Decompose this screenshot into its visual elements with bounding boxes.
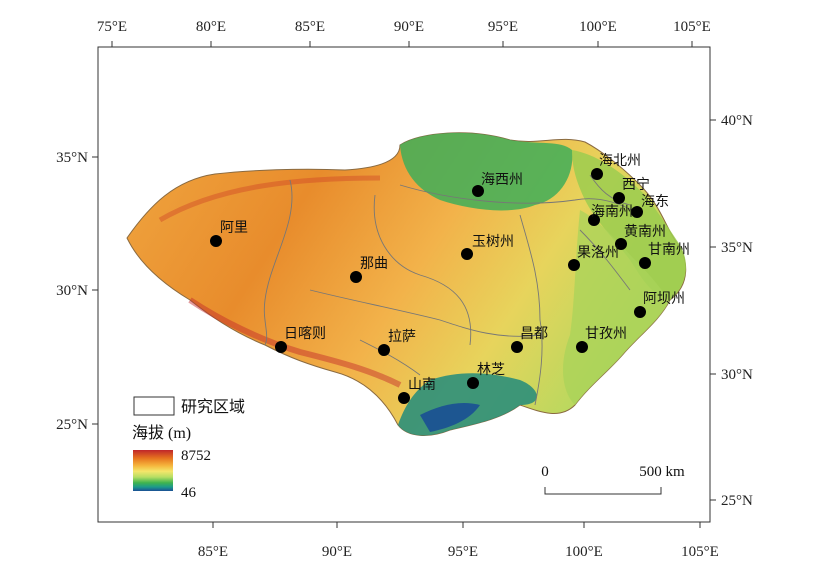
right-lat-label: 25°N [721,493,753,509]
bottom-lon-label: 100°E [565,544,603,560]
southeast-deep-valley [420,403,480,432]
city-label: 阿坝州 [643,291,685,307]
legend: 研究区域 海拔 (m) 8752 46 [132,396,245,501]
top-lon-label: 80°E [196,19,226,35]
legend-max-value: 8752 [181,448,211,464]
city-marker [472,185,484,197]
city-marker [576,341,588,353]
right-lat-label: 40°N [721,113,753,129]
scale-bar-start: 0 [541,464,549,480]
city-marker [588,214,600,226]
city-marker [591,168,603,180]
qaidam-basin [400,132,573,211]
region-boundaries [263,174,641,406]
right-lat-label: 35°N [721,240,753,256]
city-label: 拉萨 [388,329,416,345]
legend-min-value: 46 [181,485,197,501]
city-label: 海南州 [591,204,633,220]
city-marker [467,377,479,389]
legend-elevation-bar [133,450,173,491]
top-lon-label: 85°E [295,19,325,35]
eastern-lowland [563,210,670,405]
city-marker [613,192,625,204]
frame-ticks [92,41,716,528]
bottom-lon-label: 95°E [448,544,478,560]
top-lon-label: 95°E [488,19,518,35]
city-label: 阿里 [220,220,248,236]
city-label: 甘孜州 [585,326,627,342]
city-marker [210,235,222,247]
city-marker [398,392,410,404]
city-marker [634,306,646,318]
scale-bar: 0 500 km [541,464,685,495]
city-marker [275,341,287,353]
city-label: 林芝 [477,362,505,378]
left-lat-label: 30°N [56,283,88,299]
scale-bar-end: 500 km [639,464,685,480]
city-markers [210,168,651,404]
city-label: 西宁 [622,176,650,193]
top-lon-label: 75°E [97,19,127,35]
city-marker [639,257,651,269]
bottom-lon-label: 105°E [681,544,719,560]
city-marker [568,259,580,271]
legend-elevation-title: 海拔 (m) [132,424,191,442]
city-marker [615,238,627,250]
bottom-lon-label: 85°E [198,544,228,560]
city-label: 山南 [408,377,436,393]
city-marker [350,271,362,283]
city-label: 日喀则 [284,326,326,342]
city-label: 海西州 [481,172,523,188]
right-lat-label: 30°N [721,367,753,383]
eastern-valleys [572,150,686,300]
himalaya-ridge [188,297,402,388]
city-marker [378,344,390,356]
legend-region-label: 研究区域 [181,398,245,416]
top-lon-label: 105°E [673,19,711,35]
plateau-region [126,132,687,436]
city-label: 昌都 [520,326,548,342]
kunlun-ridge [158,175,381,223]
top-lon-label: 100°E [579,19,617,35]
left-lat-label: 25°N [56,417,88,433]
city-label: 甘南州 [648,242,690,258]
left-lat-label: 35°N [56,150,88,166]
city-marker [461,248,473,260]
city-label: 那曲 [360,256,388,272]
city-label: 海东 [641,194,669,210]
city-label: 海北州 [599,153,641,169]
legend-region-swatch [133,396,175,416]
city-marker [511,341,523,353]
city-label: 黄南州 [624,223,666,240]
city-marker [631,206,643,218]
top-lon-label: 90°E [394,19,424,35]
city-label: 玉树州 [472,234,514,250]
city-label: 果洛州 [577,245,619,261]
bottom-lon-label: 90°E [322,544,352,560]
